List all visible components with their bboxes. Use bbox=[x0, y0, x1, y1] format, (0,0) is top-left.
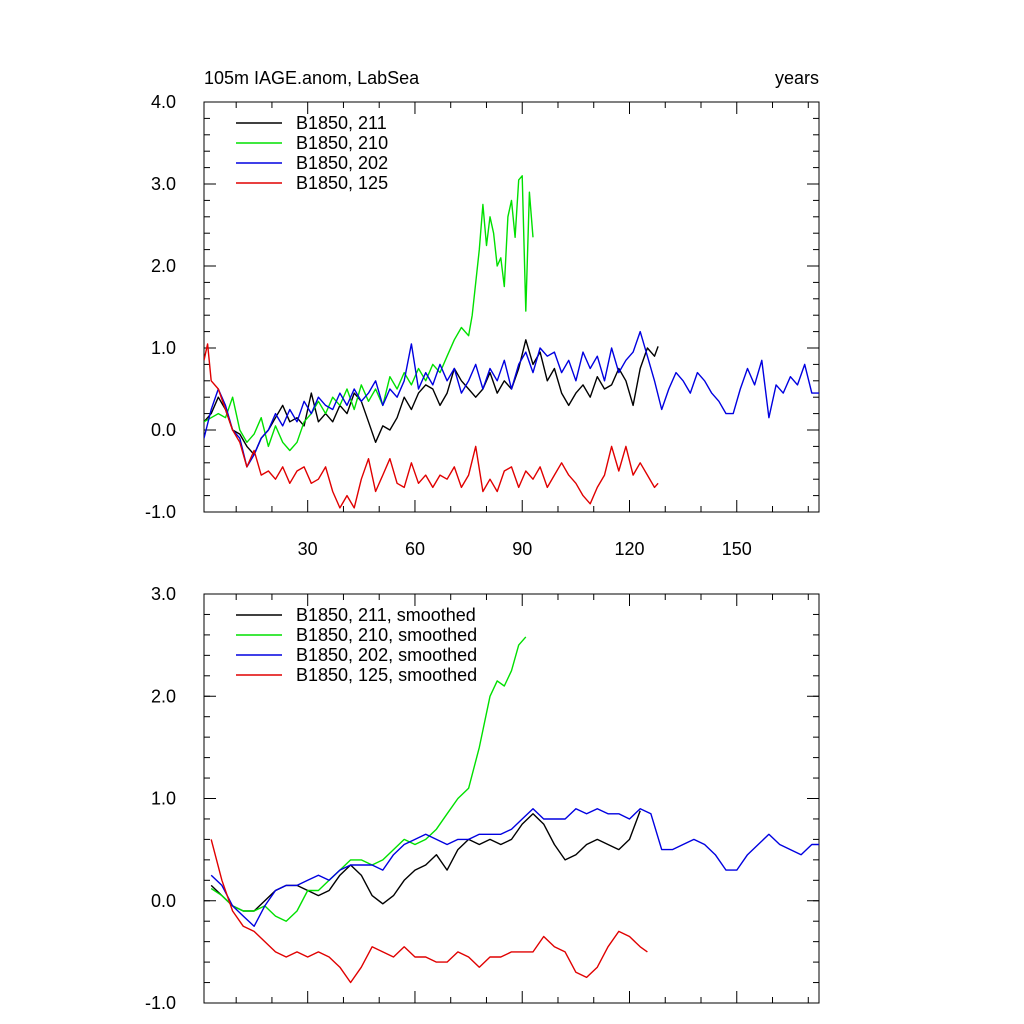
y-tick-label: 0.0 bbox=[151, 891, 176, 911]
series-line bbox=[204, 330, 819, 468]
x-tick-label: 150 bbox=[722, 539, 752, 559]
series-line bbox=[204, 339, 659, 456]
top-panel: -1.0 0.0 1.0 2.0 3.0 4.0 30 60 90 120 150 B1850, 21… bbox=[145, 92, 820, 559]
x-tick-label: 60 bbox=[405, 539, 425, 559]
y-tick-label: 2.0 bbox=[151, 256, 176, 276]
y-tick-label: 4.0 bbox=[151, 92, 176, 112]
series-line bbox=[204, 343, 659, 509]
y-tick-label: -1.0 bbox=[145, 502, 176, 522]
y-tick-label: 3.0 bbox=[151, 584, 176, 604]
legend-label: B1850, 202 bbox=[296, 153, 388, 173]
series-line bbox=[210, 808, 819, 927]
series-line bbox=[210, 810, 641, 912]
legend-label: B1850, 202, smoothed bbox=[296, 645, 477, 665]
y-tick-label: -1.0 bbox=[145, 993, 176, 1013]
x-tick-label: 90 bbox=[512, 539, 532, 559]
y-tick-label: 2.0 bbox=[151, 686, 176, 706]
x-tick-label: 120 bbox=[614, 539, 644, 559]
y-tick-label: 3.0 bbox=[151, 174, 176, 194]
legend-label: B1850, 125 bbox=[296, 173, 388, 193]
y-tick-label: 1.0 bbox=[151, 338, 176, 358]
legend-label: B1850, 211 bbox=[296, 113, 387, 133]
axis-units-label: years bbox=[775, 68, 819, 88]
chart-title: 105m IAGE.anom, LabSea bbox=[204, 68, 420, 88]
legend-label: B1850, 211, smoothed bbox=[296, 605, 476, 625]
legend-label: B1850, 125, smoothed bbox=[296, 665, 477, 685]
legend-label: B1850, 210, smoothed bbox=[296, 625, 477, 645]
x-tick-label: 30 bbox=[298, 539, 318, 559]
legend-label: B1850, 210 bbox=[296, 133, 388, 153]
y-tick-label: 0.0 bbox=[151, 420, 176, 440]
series-line bbox=[204, 175, 534, 452]
plot-frame bbox=[203, 101, 820, 513]
series-line bbox=[210, 839, 648, 984]
series-line bbox=[210, 636, 527, 922]
y-tick-label: 1.0 bbox=[151, 789, 176, 809]
